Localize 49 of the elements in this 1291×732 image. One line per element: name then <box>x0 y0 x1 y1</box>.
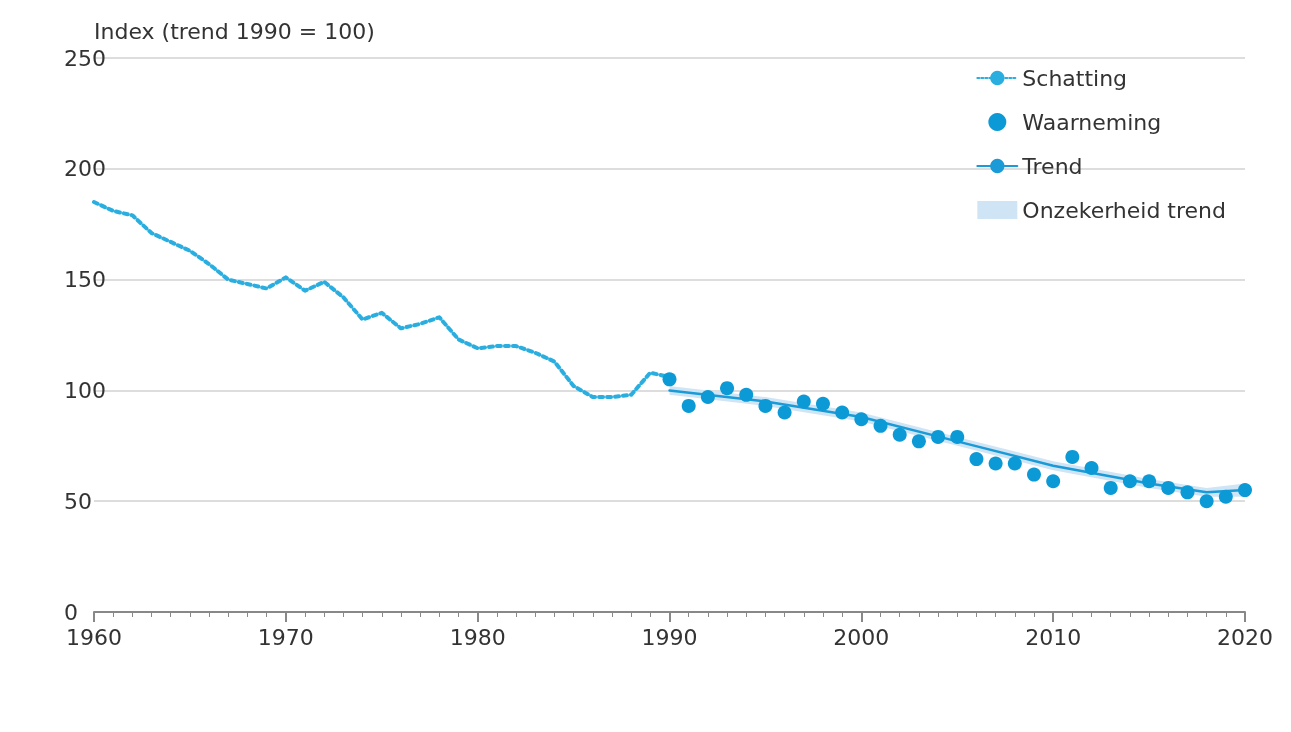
point <box>1027 467 1041 482</box>
point <box>1142 474 1157 489</box>
point <box>662 372 677 387</box>
y-tick-label: 50 <box>64 488 92 514</box>
y-axis-title: Index (trend 1990 = 100) <box>94 18 375 44</box>
point <box>796 394 811 409</box>
legend-label: Onzekerheid trend <box>1022 197 1226 223</box>
x-tick-label: 1960 <box>66 624 122 650</box>
point <box>969 452 984 467</box>
point <box>720 381 735 396</box>
point <box>681 398 696 413</box>
legend-label: Waarneming <box>1022 109 1162 135</box>
y-tick-label: 100 <box>64 377 106 403</box>
point <box>873 418 888 433</box>
point <box>911 434 926 449</box>
point <box>739 387 754 402</box>
point <box>931 429 946 444</box>
point <box>1007 456 1022 471</box>
y-tick-label: 0 <box>64 599 78 625</box>
point <box>1180 485 1195 500</box>
point <box>1238 483 1252 498</box>
point <box>1103 480 1118 495</box>
point <box>815 396 830 411</box>
legend-label: Schatting <box>1022 65 1128 91</box>
point <box>854 412 869 427</box>
point <box>1046 474 1061 489</box>
x-tick-label: 1980 <box>449 624 506 650</box>
point <box>1218 489 1233 504</box>
point <box>1161 480 1176 495</box>
point <box>700 390 715 405</box>
point <box>1199 494 1214 509</box>
y-tick-label: 200 <box>64 156 106 182</box>
x-tick-label: 1970 <box>257 624 314 650</box>
point <box>892 427 907 442</box>
point <box>758 398 773 413</box>
x-tick-label: 2020 <box>1217 624 1273 650</box>
legend-label: Trend <box>1021 153 1083 179</box>
point <box>1084 460 1099 475</box>
point <box>950 429 965 444</box>
point <box>777 405 792 420</box>
point <box>1122 474 1137 489</box>
point <box>835 405 850 420</box>
x-tick-label: 1990 <box>641 624 698 650</box>
x-tick-label: 2000 <box>833 624 890 650</box>
point <box>1065 449 1080 464</box>
point <box>988 456 1003 471</box>
x-tick-label: 2010 <box>1025 624 1082 650</box>
y-tick-label: 250 <box>64 45 106 71</box>
y-tick-label: 150 <box>64 267 106 293</box>
